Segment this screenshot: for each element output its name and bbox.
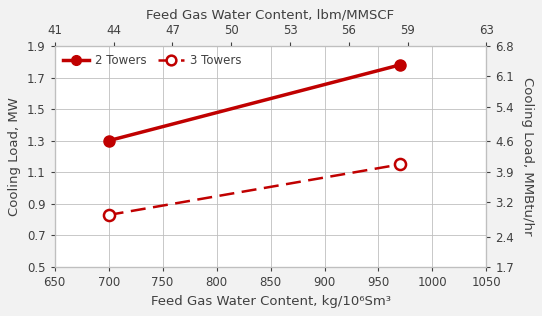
X-axis label: Feed Gas Water Content, lbm/MMSCF: Feed Gas Water Content, lbm/MMSCF: [146, 8, 395, 21]
X-axis label: Feed Gas Water Content, kg/10⁶Sm³: Feed Gas Water Content, kg/10⁶Sm³: [151, 295, 391, 308]
Y-axis label: Cooling Load, MMBtu/hr: Cooling Load, MMBtu/hr: [521, 77, 534, 236]
Y-axis label: Cooling Load, MW: Cooling Load, MW: [8, 97, 21, 216]
Legend: 2 Towers, 3 Towers: 2 Towers, 3 Towers: [61, 52, 244, 70]
